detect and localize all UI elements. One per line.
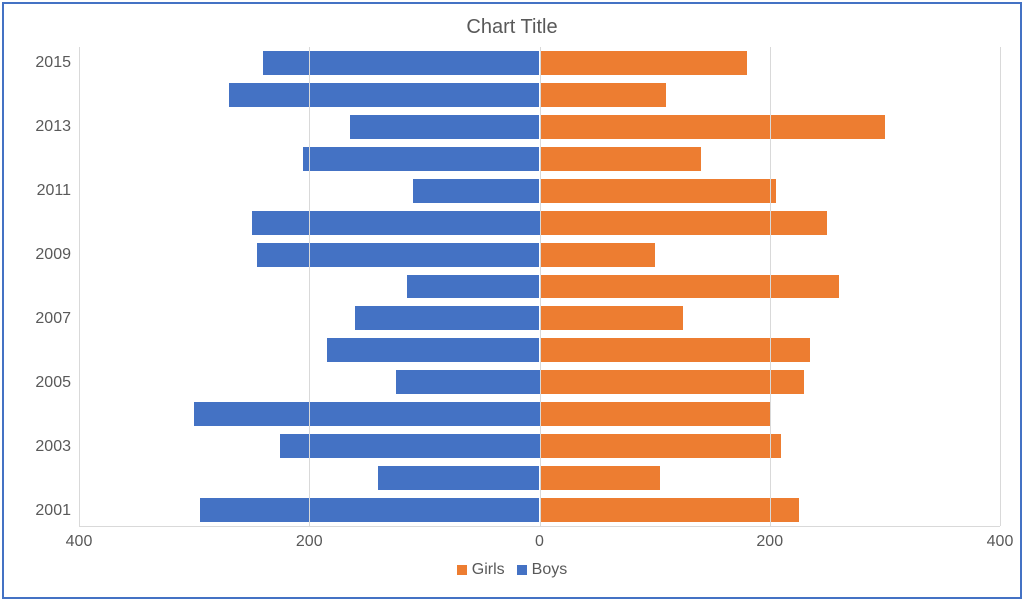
girls-bar <box>540 243 655 267</box>
boys-bar <box>263 51 539 75</box>
boys-bar <box>194 402 539 426</box>
legend-swatch-icon <box>517 565 527 575</box>
gridline <box>770 47 771 526</box>
plot-wrapper: 2001 2003 2005 2007 2009 2011 2013 2015 <box>24 47 1000 527</box>
girls-bar <box>540 402 770 426</box>
y-axis-label: 2001 <box>35 502 71 520</box>
y-axis-label: 2015 <box>35 54 71 72</box>
girls-bar <box>540 306 684 330</box>
girls-bar <box>540 434 782 458</box>
y-axis: 2001 2003 2005 2007 2009 2011 2013 2015 <box>24 47 79 527</box>
legend-item: Boys <box>517 561 568 579</box>
boys-bar <box>280 434 539 458</box>
boys-bar <box>327 338 540 362</box>
legend: Girls Boys <box>24 561 1000 580</box>
girls-bar <box>540 83 667 107</box>
girls-bar <box>540 498 799 522</box>
y-axis-label: 2007 <box>35 310 71 328</box>
x-axis-label: 400 <box>66 533 93 551</box>
gridline <box>309 47 310 526</box>
y-axis-label: 2005 <box>35 374 71 392</box>
boys-bar <box>257 243 539 267</box>
girls-bar <box>540 275 839 299</box>
plot-area <box>79 47 1000 527</box>
boys-bar <box>350 115 540 139</box>
gridline <box>79 47 80 526</box>
y-axis-label: 2011 <box>37 182 71 200</box>
y-axis-label: 2003 <box>35 438 71 456</box>
girls-bar <box>540 211 828 235</box>
chart-container: Chart Title 2001 2003 2005 2007 2009 2011 2013… <box>2 2 1022 599</box>
girls-bar <box>540 51 747 75</box>
legend-label: Girls <box>472 561 505 579</box>
boys-bar <box>252 211 540 235</box>
boys-bar <box>407 275 539 299</box>
girls-bar <box>540 147 701 171</box>
boys-bar <box>396 370 540 394</box>
boys-bar <box>378 466 539 490</box>
x-axis-label: 0 <box>535 533 544 551</box>
girls-bar <box>540 179 776 203</box>
boys-bar <box>229 83 540 107</box>
gridline <box>540 47 541 526</box>
girls-bar <box>540 115 885 139</box>
x-axis-label: 200 <box>756 533 783 551</box>
boys-bar <box>200 498 540 522</box>
boys-bar <box>303 147 539 171</box>
x-axis: 4002000200400 <box>79 527 1000 557</box>
x-axis-label: 400 <box>987 533 1014 551</box>
girls-bar <box>540 370 805 394</box>
girls-bar <box>540 466 661 490</box>
chart-title: Chart Title <box>24 16 1000 39</box>
boys-bar <box>355 306 539 330</box>
x-axis-label: 200 <box>296 533 323 551</box>
legend-label: Boys <box>532 561 568 579</box>
y-axis-label: 2013 <box>35 118 71 136</box>
gridline <box>1000 47 1001 526</box>
legend-item: Girls <box>457 561 505 579</box>
y-axis-label: 2009 <box>35 246 71 264</box>
legend-swatch-icon <box>457 565 467 575</box>
boys-bar <box>413 179 540 203</box>
